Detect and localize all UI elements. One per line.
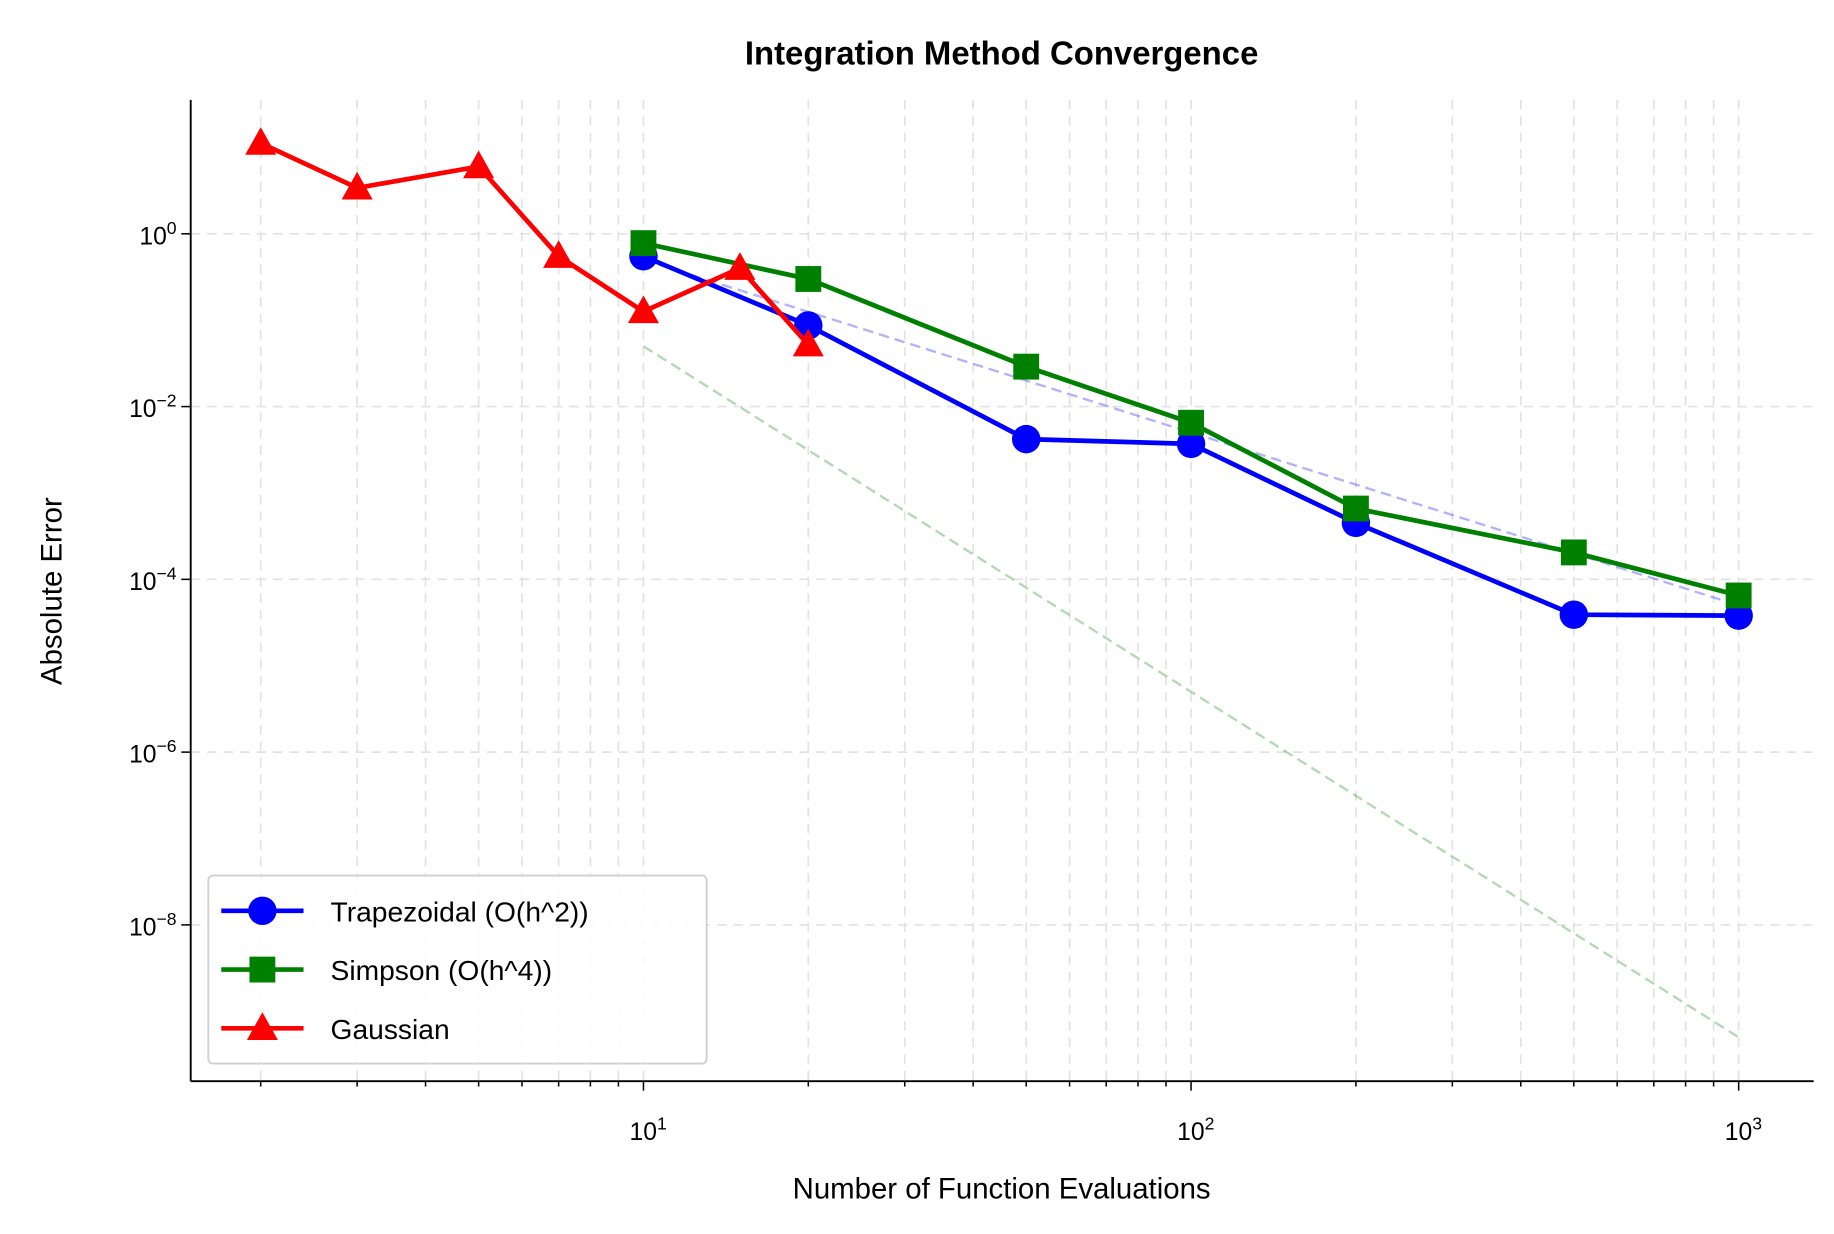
circle-marker bbox=[248, 896, 277, 926]
triangle-marker bbox=[245, 127, 277, 155]
square-marker bbox=[1725, 582, 1752, 609]
x-tick-label: 101 bbox=[630, 1113, 667, 1146]
y-tick-label: 100 bbox=[139, 218, 176, 251]
circle-marker bbox=[1012, 424, 1041, 454]
series-group bbox=[245, 127, 1753, 630]
legend-entry: Simpson (O(h^4)) bbox=[221, 954, 552, 986]
triangle-marker bbox=[341, 171, 373, 200]
square-marker bbox=[795, 266, 822, 292]
circle-marker bbox=[1559, 600, 1589, 629]
y-tick-label: 10−2 bbox=[129, 391, 177, 424]
legend-box bbox=[207, 874, 708, 1065]
x-tick-label: 102 bbox=[1177, 1113, 1214, 1146]
reference-line bbox=[642, 345, 1740, 1039]
grid bbox=[181, 99, 1814, 1091]
series-square bbox=[630, 230, 1752, 609]
square-marker bbox=[1178, 409, 1204, 436]
triangle-marker bbox=[627, 295, 659, 324]
axes bbox=[189, 99, 1814, 1083]
circle-marker bbox=[1724, 601, 1753, 630]
y-tick-label: 10−8 bbox=[129, 909, 177, 942]
triangle-marker bbox=[543, 240, 575, 268]
x-axis-label: Number of Function Evaluations bbox=[793, 1173, 1211, 1206]
tick-labels: 101 102 103 100 10−2 10−4 10−6 10−8 bbox=[129, 218, 1762, 1146]
x-tick-label: 103 bbox=[1725, 1113, 1762, 1146]
legend-label: Gaussian bbox=[331, 1013, 450, 1045]
y-tick-label: 10−4 bbox=[129, 563, 177, 596]
square-marker bbox=[630, 230, 657, 257]
legend-label: Trapezoidal (O(h^2)) bbox=[331, 895, 589, 927]
circle-marker bbox=[794, 311, 823, 340]
legend: Trapezoidal (O(h^2)) Simpson (O(h^4)) Gaus… bbox=[207, 874, 708, 1065]
triangle-marker bbox=[246, 1012, 278, 1040]
series-triangle bbox=[245, 127, 824, 357]
chart-title: Integration Method Convergence bbox=[745, 35, 1258, 72]
legend-entry: Trapezoidal (O(h^2)) bbox=[221, 895, 589, 927]
y-axis-label: Absolute Error bbox=[35, 497, 68, 685]
triangle-marker bbox=[792, 328, 824, 357]
square-marker bbox=[1560, 539, 1587, 566]
square-marker bbox=[1013, 353, 1040, 380]
triangle-marker bbox=[724, 252, 756, 280]
circle-marker bbox=[1176, 429, 1206, 459]
square-marker bbox=[249, 956, 276, 983]
triangle-marker bbox=[463, 150, 495, 179]
series-line bbox=[259, 141, 811, 347]
square-marker bbox=[1342, 495, 1369, 522]
legend-label: Simpson (O(h^4)) bbox=[331, 954, 553, 986]
y-tick-label: 10−6 bbox=[129, 736, 177, 769]
legend-entry: Gaussian bbox=[221, 1012, 450, 1045]
